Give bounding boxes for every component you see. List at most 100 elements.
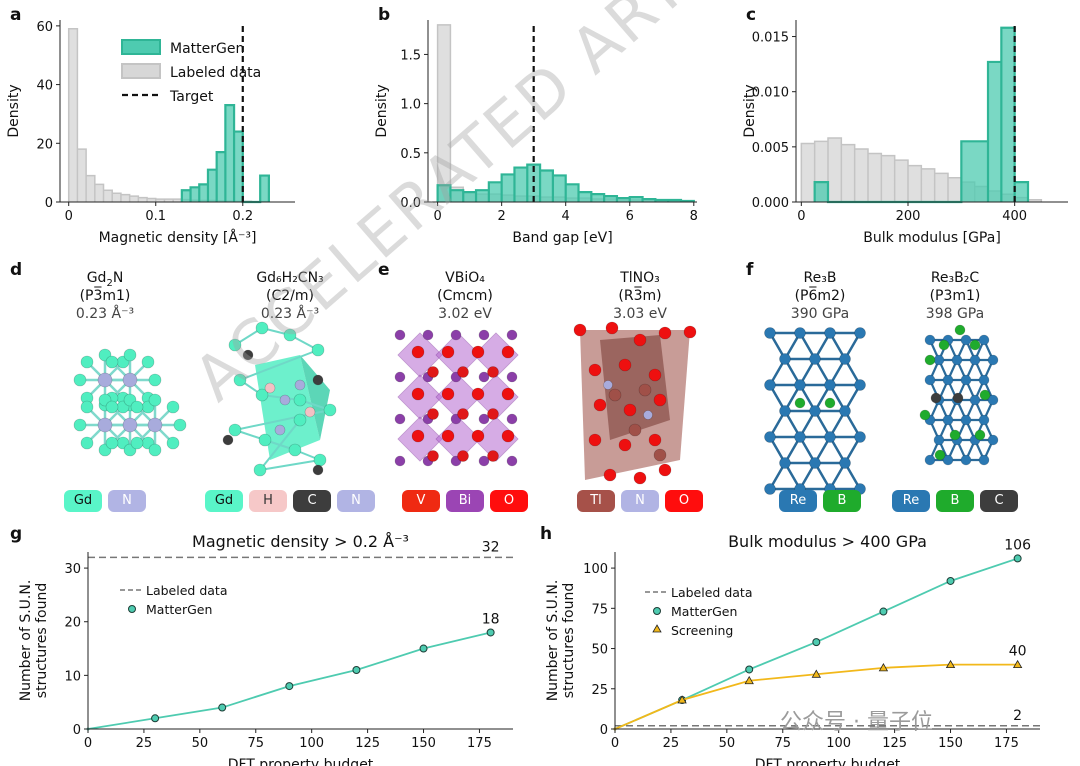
mattergen-bar-b xyxy=(578,192,592,202)
n-atom xyxy=(294,379,306,391)
o-atom xyxy=(588,363,602,377)
y-tick-label-b: 0.5 xyxy=(400,147,421,162)
y-tick-label-h: 25 xyxy=(591,683,608,698)
point-mattergen xyxy=(419,644,428,653)
y-axis-label-c: Density xyxy=(742,84,758,137)
panel-label-e: e xyxy=(378,260,390,280)
b-atom xyxy=(934,449,946,461)
gd-atom xyxy=(130,400,144,414)
mattergen-bar-a xyxy=(207,169,217,202)
bi-atom xyxy=(450,329,462,341)
re-atom xyxy=(839,353,851,365)
c-atom xyxy=(930,392,942,404)
source-watermark: 公众号 · 量子位 xyxy=(780,710,933,735)
gd6-bond xyxy=(239,349,319,381)
x-tick-label-g: 75 xyxy=(247,736,264,751)
o-atom xyxy=(471,345,485,359)
panel-label-g: g xyxy=(10,524,23,544)
re-atom xyxy=(764,431,776,443)
n-atom xyxy=(97,372,113,388)
b-atom xyxy=(794,397,806,409)
re-atom xyxy=(794,379,806,391)
labeled-bar-c xyxy=(828,138,842,202)
bi-atom xyxy=(506,329,518,341)
mattergen-bar-c xyxy=(961,141,988,202)
structure-caption: Re₃B₂C xyxy=(930,270,980,286)
gd-atom xyxy=(233,373,247,387)
series-line-mattergen xyxy=(87,631,491,730)
bi-atom xyxy=(478,455,490,467)
x-tick-label-h: 50 xyxy=(719,736,736,751)
mattergen-bar-a xyxy=(199,184,208,202)
labeled-bar-a xyxy=(173,199,182,202)
gd-atom xyxy=(228,423,242,437)
series-end-value-mattergen: 106 xyxy=(1004,537,1031,553)
y-tick-label-h: 50 xyxy=(591,643,608,658)
legend-swatch-labeled xyxy=(121,63,161,79)
tl-atom xyxy=(638,383,652,397)
gd-atom xyxy=(173,418,187,432)
n-atom xyxy=(274,424,286,436)
x-tick-label-c: 0 xyxy=(797,209,805,224)
element-chip: O xyxy=(665,490,703,512)
h-atom xyxy=(264,382,276,394)
o-atom xyxy=(411,387,425,401)
gd-atom xyxy=(105,436,119,450)
y-tick-label-c: 0.010 xyxy=(752,86,789,101)
o-atom xyxy=(441,429,455,443)
x-tick-label-b: 8 xyxy=(690,209,698,224)
o-atom xyxy=(501,429,515,443)
o-atom xyxy=(501,345,515,359)
labeled-bar-a xyxy=(147,198,156,202)
bi-atom xyxy=(478,413,490,425)
element-chip: Tl xyxy=(577,490,615,512)
re-atom xyxy=(942,374,954,386)
n-atom xyxy=(643,410,653,420)
y-tick-label-g: 0 xyxy=(73,723,81,738)
gd-atom xyxy=(141,355,155,369)
mattergen-bar-b xyxy=(488,182,502,202)
point-screening xyxy=(1012,659,1023,669)
tl-polyhedron xyxy=(600,335,670,440)
c-atom xyxy=(222,434,234,446)
mattergen-bar-b xyxy=(476,190,489,202)
x-tick-label-a: 0.2 xyxy=(232,209,253,224)
x-tick-label-b: 4 xyxy=(562,209,570,224)
bi-atom xyxy=(506,371,518,383)
bi-atom xyxy=(478,371,490,383)
labeled-bar-a xyxy=(77,149,87,202)
point-mattergen xyxy=(745,665,754,674)
gd-atom xyxy=(311,343,325,357)
element-chip: Re xyxy=(779,490,817,512)
gd-atom xyxy=(105,355,119,369)
re-atom xyxy=(942,414,954,426)
y-axis-label-g: structures found xyxy=(34,583,50,698)
re-atom xyxy=(969,394,981,406)
c-atom xyxy=(952,392,964,404)
mattergen-bar-a xyxy=(216,152,226,202)
structure-caption: (R3̅m) xyxy=(618,288,662,304)
gd-atom xyxy=(166,400,180,414)
o-atom xyxy=(683,325,697,339)
panel-label-h: h xyxy=(540,524,553,544)
y-tick-label-b: 1.5 xyxy=(400,48,421,63)
structure-caption: VBiO₄ xyxy=(445,270,485,286)
bi-atom xyxy=(394,371,406,383)
o-atom xyxy=(411,345,425,359)
panel-label-a: a xyxy=(10,5,22,25)
o-atom xyxy=(471,387,485,401)
gd-atom xyxy=(130,436,144,450)
y-axis-label-g: Number of S.U.N. xyxy=(18,580,34,702)
n-atom xyxy=(122,372,138,388)
b-atom xyxy=(979,389,991,401)
point-mattergen xyxy=(1013,554,1022,563)
structure-caption: 0.23 Å⁻³ xyxy=(260,306,320,322)
gd-atom xyxy=(148,373,162,387)
re-atom xyxy=(809,353,821,365)
x-axis-label-h: DFT property budget xyxy=(755,757,901,766)
element-chip: C xyxy=(980,490,1018,512)
mattergen-bar-b xyxy=(437,185,451,202)
labeled-bar-c xyxy=(801,143,815,202)
o-atom xyxy=(588,433,602,447)
structure-caption: Gd₆H₂CN₃ xyxy=(256,270,324,286)
